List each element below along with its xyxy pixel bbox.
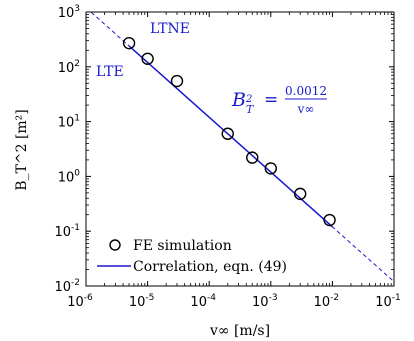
correlation-lines [90,12,394,283]
legend-label-correlation: Correlation, eqn. (49) [133,259,287,275]
equation-equals: = [264,90,278,110]
y-axis-label: B_T^2 [m²] [14,109,30,191]
legend-label-fe: FE simulation [133,238,232,254]
x-tick-label: 10-4 [190,293,216,310]
y-tick-label: 103 [58,4,80,21]
fe-simulation-point [221,127,234,140]
x-tick-label: 10-2 [314,293,340,310]
x-axis-label: v∞ [m/s] [209,323,270,339]
plot-frame [85,11,395,287]
fe-simulation-point [264,162,277,175]
y-tick-label: 10-1 [54,223,80,240]
fe-simulation-point [323,213,336,227]
fe-simulation-point [246,151,259,164]
ltne-annotation: LTNE [150,21,190,37]
legend-box [91,233,282,280]
y-tick-label: 10-2 [54,278,80,295]
legend: FE simulation Correlation, eqn. (49) [91,233,287,280]
y-tick-label: 101 [58,114,80,131]
correlation-line [128,45,333,228]
x-tick-label: 10-1 [375,293,401,310]
equation-numerator: 0.0012 [285,84,327,98]
y-tick-label: 102 [58,59,80,76]
axis-tick-labels: 10-6 10-5 10-4 10-3 10-2 10-1 10-2 10-1 100 101 10… [54,4,400,310]
y-tick-label: 100 [58,168,81,185]
fe-markers [122,36,336,227]
legend-marker-fe [109,239,121,251]
axis-ticks [85,11,395,287]
fe-simulation-point [122,36,136,50]
x-tick-label: 10-6 [67,293,93,310]
equation-lhs: B [231,89,246,111]
x-tick-label: 10-3 [252,293,278,310]
fe-simulation-point [170,74,184,88]
fe-simulation-point [293,187,307,201]
equation: B 2 T = 0.0012 v∞ [231,84,327,116]
equation-sub: T [246,103,255,116]
equation-sup: 2 [245,94,252,105]
fe-simulation-point [141,52,154,65]
x-tick-label: 10-5 [129,293,155,310]
equation-denominator: v∞ [297,102,315,116]
lte-annotation: LTE [96,64,124,80]
